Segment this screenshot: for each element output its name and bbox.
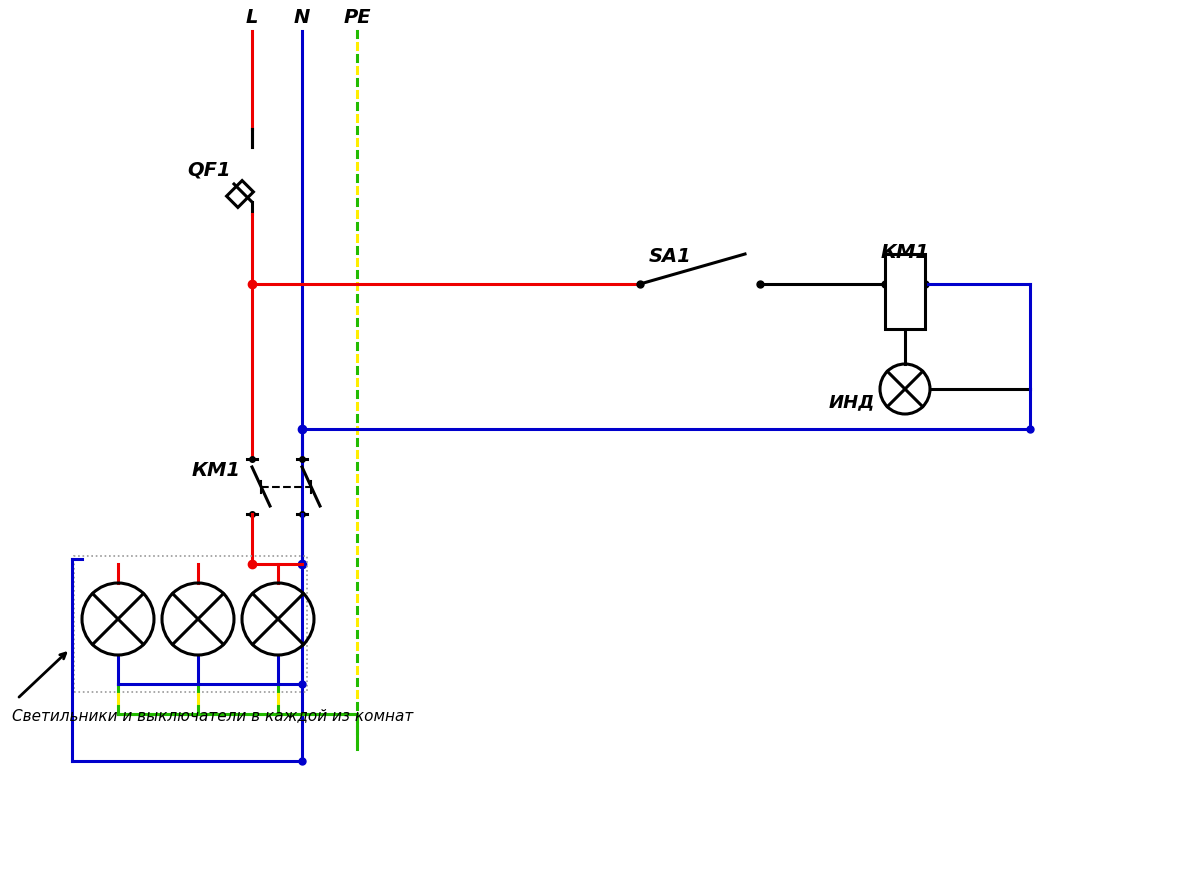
Text: SA1: SA1 [649, 247, 691, 266]
Text: L: L [246, 8, 258, 27]
Text: Светильники и выключатели в каждой из комнат: Светильники и выключатели в каждой из ко… [12, 707, 413, 723]
Text: N: N [294, 8, 310, 27]
Text: КМ1: КМ1 [881, 243, 930, 263]
Text: PE: PE [343, 8, 371, 27]
Bar [74, 557, 307, 692]
Text: КМ1: КМ1 [192, 460, 241, 479]
Text: QF1: QF1 [187, 161, 230, 179]
Text: ИНД: ИНД [829, 392, 875, 411]
Bar [886, 255, 925, 329]
